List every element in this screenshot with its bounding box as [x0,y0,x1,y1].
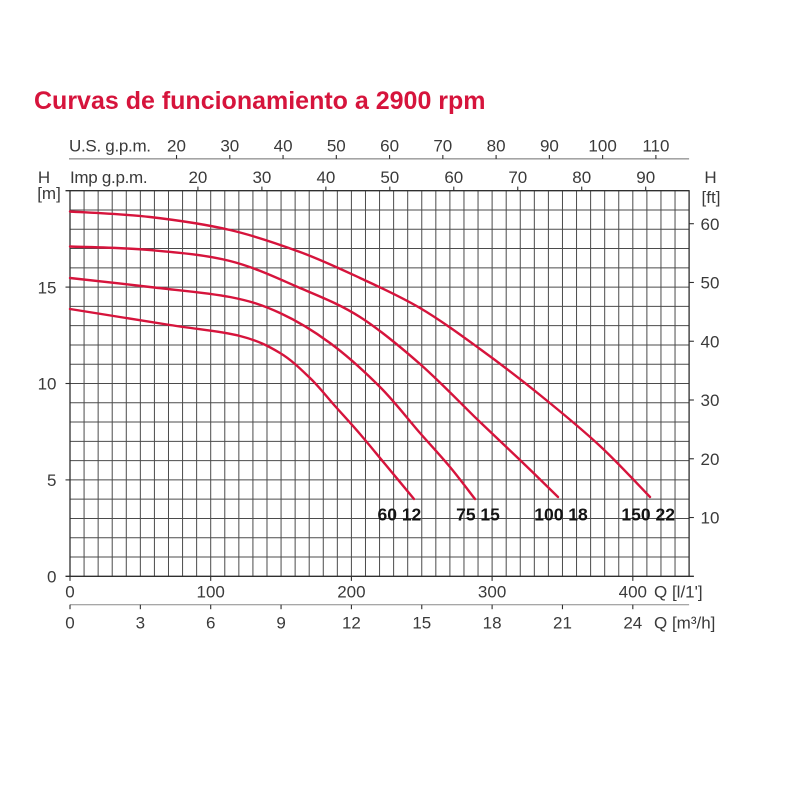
svg-text:80: 80 [487,136,506,155]
svg-text:50: 50 [701,274,720,293]
svg-text:21: 21 [553,614,572,633]
svg-text:Q [m³/h]: Q [m³/h] [654,614,715,633]
svg-text:[ft]: [ft] [702,188,721,207]
svg-text:6: 6 [206,614,215,633]
svg-text:70: 70 [508,168,527,187]
svg-text:100: 100 [197,582,225,601]
svg-text:60: 60 [380,136,399,155]
svg-text:70: 70 [433,136,452,155]
svg-text:5: 5 [47,471,56,490]
svg-text:40: 40 [701,332,720,351]
svg-text:300: 300 [478,582,506,601]
svg-text:12: 12 [342,614,361,633]
svg-text:40: 40 [316,168,335,187]
svg-text:40: 40 [274,136,293,155]
svg-text:50: 50 [327,136,346,155]
svg-text:0: 0 [65,614,74,633]
svg-text:Curvas de funcionamiento a 290: Curvas de funcionamiento a 2900 rpm [34,87,486,115]
svg-text:H: H [38,168,50,187]
svg-text:60 12: 60 12 [378,504,422,524]
svg-text:200: 200 [337,582,365,601]
svg-text:110: 110 [642,136,669,155]
svg-text:80: 80 [572,168,591,187]
svg-text:30: 30 [252,168,271,187]
svg-text:0: 0 [65,582,74,601]
svg-text:10: 10 [38,375,57,394]
svg-text:50: 50 [380,168,399,187]
svg-text:90: 90 [540,136,559,155]
svg-text:20: 20 [188,168,207,187]
svg-text:U.S. g.p.m.: U.S. g.p.m. [69,136,151,155]
svg-text:H: H [704,168,716,187]
svg-text:[m]: [m] [37,184,61,203]
svg-text:60: 60 [701,215,720,234]
svg-text:60: 60 [444,168,463,187]
svg-text:100: 100 [588,136,616,155]
svg-text:18: 18 [483,614,502,633]
svg-text:Imp g.p.m.: Imp g.p.m. [70,168,147,187]
svg-text:400: 400 [619,582,647,601]
svg-text:9: 9 [276,614,285,633]
svg-text:100 18: 100 18 [534,504,588,524]
svg-text:3: 3 [136,614,145,633]
svg-text:90: 90 [636,168,655,187]
svg-text:20: 20 [167,136,186,155]
svg-text:150 22: 150 22 [621,504,675,524]
svg-text:Q [l/1']: Q [l/1'] [654,582,703,601]
svg-text:30: 30 [701,391,720,410]
svg-text:0: 0 [47,568,56,587]
svg-text:10: 10 [701,509,720,528]
svg-text:20: 20 [701,450,720,469]
svg-text:15: 15 [412,614,431,633]
svg-text:30: 30 [220,136,239,155]
svg-text:15: 15 [38,278,57,297]
svg-text:24: 24 [623,614,642,633]
svg-text:75 15: 75 15 [456,504,500,524]
